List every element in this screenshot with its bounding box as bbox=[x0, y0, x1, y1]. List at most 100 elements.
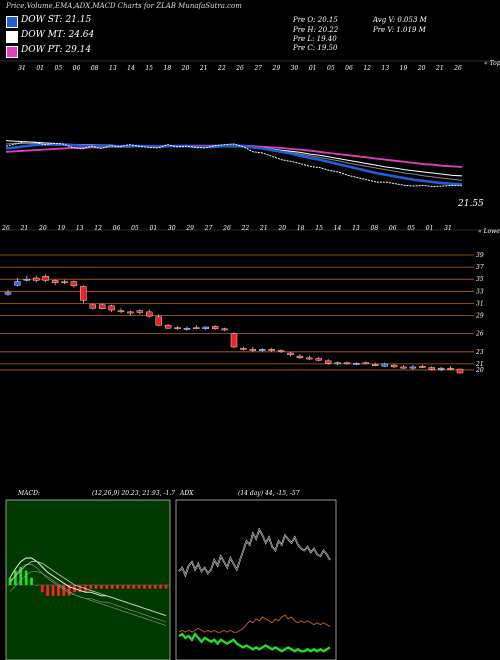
price-date-tick: 31 bbox=[444, 225, 452, 232]
candle-body bbox=[89, 304, 96, 309]
prev-close: Pre C: 19.50 bbox=[293, 44, 338, 52]
prev-volume: Pre V: 1.019 M bbox=[373, 26, 426, 34]
candle-body bbox=[268, 349, 275, 351]
candle-body bbox=[447, 367, 454, 370]
adx-line-core bbox=[178, 528, 331, 577]
macd-histogram-bar bbox=[35, 585, 39, 586]
price-date-tick: 21 bbox=[20, 225, 29, 232]
price-date-tick: 15 bbox=[315, 225, 323, 232]
ema-date-tick: 20 bbox=[417, 65, 426, 72]
macd-histogram-bar bbox=[148, 585, 152, 589]
price-date-tick: 26 bbox=[1, 225, 10, 232]
macd-histogram-bar bbox=[126, 585, 130, 589]
legend-label-pt: DOW PT: 29.14 bbox=[21, 45, 92, 55]
macd-line bbox=[9, 561, 167, 617]
candle-body bbox=[155, 316, 162, 326]
candle-body bbox=[42, 275, 49, 281]
ema-date-tick: 06 bbox=[73, 65, 81, 72]
price-date-tick: 01 bbox=[426, 225, 434, 232]
macd-histogram-bar bbox=[67, 585, 71, 596]
price-date-tick: 06 bbox=[389, 225, 397, 232]
price-date-tick: 30 bbox=[168, 225, 176, 232]
candle-body bbox=[98, 304, 106, 310]
ema-date-tick: 29 bbox=[272, 65, 281, 72]
candle-body bbox=[51, 280, 59, 284]
price-date-tick: 12 bbox=[94, 225, 102, 232]
prev-low: Pre L: 19.40 bbox=[293, 35, 337, 43]
price-date-tick: 18 bbox=[297, 225, 305, 232]
ema-line-price bbox=[5, 141, 463, 188]
candle-body bbox=[70, 281, 78, 287]
adx-line bbox=[178, 614, 331, 633]
candle-body bbox=[296, 355, 304, 359]
candle-body bbox=[428, 367, 435, 370]
prev-open: Pre O: 20.15 bbox=[293, 16, 338, 24]
candle-body bbox=[306, 357, 313, 360]
candle-body bbox=[33, 277, 40, 281]
ema-date-tick: 01 bbox=[309, 65, 317, 72]
ema-date-tick: 14 bbox=[127, 65, 135, 72]
price-date-tick: 20 bbox=[277, 225, 286, 232]
adx-panel bbox=[175, 499, 337, 660]
macd-histogram-bar bbox=[89, 585, 93, 589]
candle-body bbox=[136, 310, 144, 313]
chart-header: Price,Volume,EMA,ADX,MACD Charts for ZLA… bbox=[6, 2, 242, 10]
ema-date-tick: 26 bbox=[453, 65, 462, 72]
candle-body bbox=[372, 364, 379, 366]
macd-histogram-bar bbox=[159, 585, 163, 589]
ema-date-tick: 05 bbox=[55, 65, 63, 72]
price-level-label: 37 bbox=[476, 264, 484, 271]
macd-histogram-bar bbox=[121, 585, 125, 589]
ema-date-tick: 30 bbox=[291, 65, 299, 72]
adx-line bbox=[178, 632, 331, 653]
ema-date-tick: 20 bbox=[181, 65, 190, 72]
ema-date-tick: 21 bbox=[435, 65, 444, 72]
ema-date-tick: 27 bbox=[253, 65, 262, 72]
macd-params: (12,26,9) 20.23, 21.93, -1.7 bbox=[92, 490, 176, 497]
legend-label-mt: DOW MT: 24.64 bbox=[21, 30, 95, 40]
ema-date-tick: 05 bbox=[327, 65, 335, 72]
candle-body bbox=[277, 350, 285, 352]
macd-histogram-bar bbox=[78, 585, 82, 593]
price-date-tick: 29 bbox=[185, 225, 194, 232]
macd-histogram-bar bbox=[105, 585, 109, 589]
candle-body bbox=[400, 366, 407, 369]
candle-body bbox=[249, 349, 257, 351]
price-date-tick: 06 bbox=[113, 225, 121, 232]
macd-histogram-bar bbox=[13, 570, 17, 585]
legend-swatch-mt bbox=[6, 31, 18, 43]
macd-histogram-bar bbox=[143, 585, 146, 589]
macd-title: MACD: bbox=[18, 490, 40, 497]
ema-date-tick: 01 bbox=[36, 65, 44, 72]
macd-histogram-bar bbox=[137, 585, 141, 589]
candle-body bbox=[381, 363, 388, 367]
candle-body bbox=[183, 328, 191, 330]
candle-body bbox=[287, 352, 294, 356]
candle-body bbox=[221, 328, 228, 331]
candle-body bbox=[343, 362, 351, 365]
candle-body bbox=[164, 324, 172, 329]
adx-params: (14 day) 44, -15, -57 bbox=[238, 490, 300, 497]
price-level-label: 29 bbox=[475, 313, 484, 320]
candle-body bbox=[419, 366, 426, 368]
ema-date-tick: 13 bbox=[382, 65, 390, 72]
ema-date-tick: 22 bbox=[217, 65, 226, 72]
ema-date-tick: 15 bbox=[145, 65, 153, 72]
macd-histogram-bar bbox=[24, 570, 28, 585]
price-date-tick: 27 bbox=[204, 225, 213, 232]
macd-histogram-bar bbox=[19, 567, 23, 585]
candle-body bbox=[117, 310, 125, 313]
adx-title: ADX bbox=[180, 490, 194, 497]
price-level-label: 23 bbox=[475, 349, 484, 356]
ema-date-tick: 21 bbox=[199, 65, 208, 72]
prev-high: Pre H: 20.22 bbox=[293, 26, 339, 34]
candle-body bbox=[390, 364, 398, 368]
ema-date-tick: 31 bbox=[18, 65, 26, 72]
legend-swatch-st bbox=[6, 16, 18, 28]
ema-date-tick: 06 bbox=[345, 65, 353, 72]
macd-histogram-bar bbox=[62, 585, 66, 596]
price-date-tick: 05 bbox=[407, 225, 415, 232]
macd-histogram-bar bbox=[46, 585, 50, 596]
ema-date-tick: 26 bbox=[235, 65, 244, 72]
macd-histogram-bar bbox=[153, 585, 157, 589]
